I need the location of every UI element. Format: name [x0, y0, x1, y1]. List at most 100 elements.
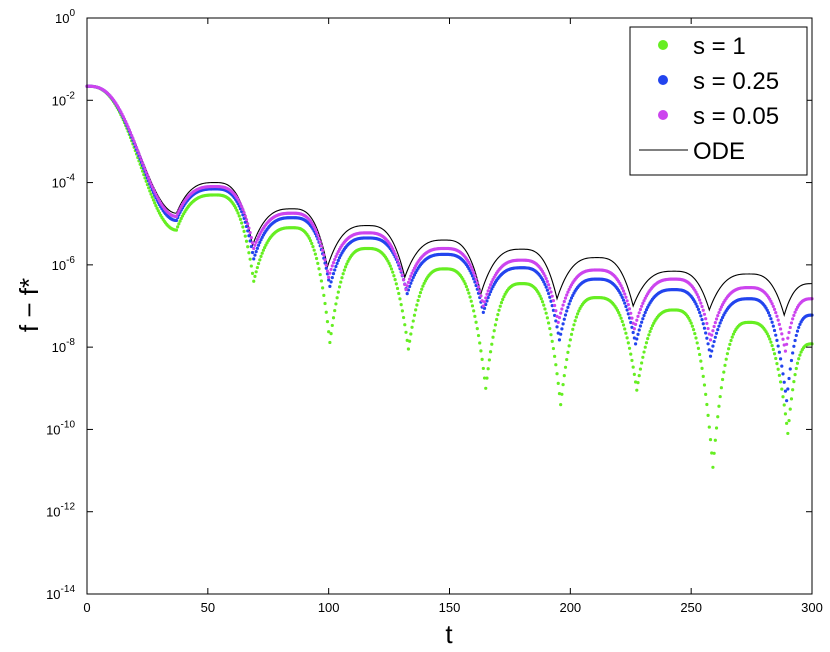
data-point: [474, 320, 478, 324]
data-point: [636, 381, 640, 385]
data-point: [255, 237, 259, 242]
data-point: [145, 173, 150, 177]
data-point: [314, 256, 319, 261]
data-point: [474, 277, 478, 281]
data-point: [244, 218, 249, 222]
data-point: [638, 367, 643, 371]
data-point: [538, 294, 542, 298]
data-point: [333, 268, 337, 272]
data-point: [572, 323, 576, 327]
data-point: [492, 329, 496, 333]
data-point: [783, 389, 788, 393]
data-point: [485, 376, 489, 380]
data-point: [719, 305, 723, 309]
data-point: [782, 403, 786, 407]
y-tick-label: 10-4: [52, 173, 76, 191]
data-point: [405, 284, 409, 288]
data-point: [250, 241, 255, 245]
data-point: [153, 190, 157, 194]
data-point: [237, 214, 241, 218]
data-point: [394, 255, 398, 259]
data-point: [638, 324, 643, 328]
data-point: [244, 239, 249, 243]
data-point: [498, 304, 502, 308]
data-point: [178, 219, 182, 223]
data-point: [702, 312, 707, 316]
data-point: [481, 366, 485, 371]
data-point: [406, 347, 411, 351]
data-point: [716, 328, 720, 332]
data-point: [550, 339, 554, 343]
data-point: [544, 311, 548, 315]
data-point: [770, 344, 774, 348]
data-point: [120, 112, 124, 116]
data-point: [468, 295, 472, 299]
data-point: [794, 366, 798, 371]
data-point: [176, 225, 180, 229]
data-point: [234, 206, 238, 210]
data-point: [243, 234, 247, 238]
data-point: [716, 415, 720, 419]
data-point: [155, 206, 159, 210]
data-point: [550, 304, 554, 308]
data-point: [404, 288, 408, 292]
data-point: [324, 266, 328, 270]
data-point: [542, 280, 546, 284]
data-point: [567, 302, 571, 306]
data-point: [134, 146, 139, 150]
data-point: [640, 361, 644, 365]
data-point: [707, 425, 711, 429]
data-point: [768, 337, 772, 341]
data-point: [317, 236, 321, 241]
data-point: [718, 394, 722, 399]
data-point: [724, 357, 728, 361]
data-point: [410, 271, 414, 275]
data-point: [478, 289, 482, 293]
data-point: [774, 333, 778, 337]
data-point: [786, 336, 790, 340]
data-point: [330, 264, 334, 268]
data-point: [130, 133, 134, 138]
data-point: [482, 300, 487, 304]
data-point: [250, 271, 255, 275]
data-point: [148, 189, 152, 193]
data-point: [329, 332, 333, 336]
data-point: [249, 244, 253, 249]
data-point: [730, 335, 734, 339]
data-point: [479, 294, 483, 298]
data-point: [729, 338, 733, 343]
data-point: [488, 283, 493, 287]
data-point: [555, 372, 559, 376]
data-point: [539, 297, 543, 301]
data-point: [484, 386, 488, 390]
data-point: [542, 303, 546, 307]
data-point: [553, 313, 557, 318]
data-point: [328, 284, 332, 288]
data-point: [556, 320, 560, 324]
series-line: [87, 85, 812, 318]
data-point: [546, 291, 551, 296]
legend-dot-marker: [658, 75, 668, 85]
data-point: [568, 299, 572, 303]
data-point: [771, 324, 775, 328]
data-point: [253, 243, 257, 247]
data-point: [318, 240, 322, 244]
data-point: [713, 321, 717, 325]
data-point: [650, 324, 655, 328]
data-point: [252, 257, 256, 261]
data-point: [325, 272, 330, 276]
x-tick-label: 200: [559, 600, 581, 615]
data-point: [707, 332, 711, 336]
data-point: [719, 318, 723, 322]
data-point: [575, 312, 580, 316]
data-point: [549, 290, 553, 294]
data-point: [174, 214, 179, 219]
data-point: [545, 316, 549, 320]
data-point: [476, 333, 481, 338]
data-point: [139, 158, 143, 162]
data-point: [408, 284, 412, 289]
data-point: [408, 339, 412, 343]
data-point: [625, 299, 629, 303]
data-point: [544, 277, 548, 281]
data-point: [473, 280, 477, 284]
